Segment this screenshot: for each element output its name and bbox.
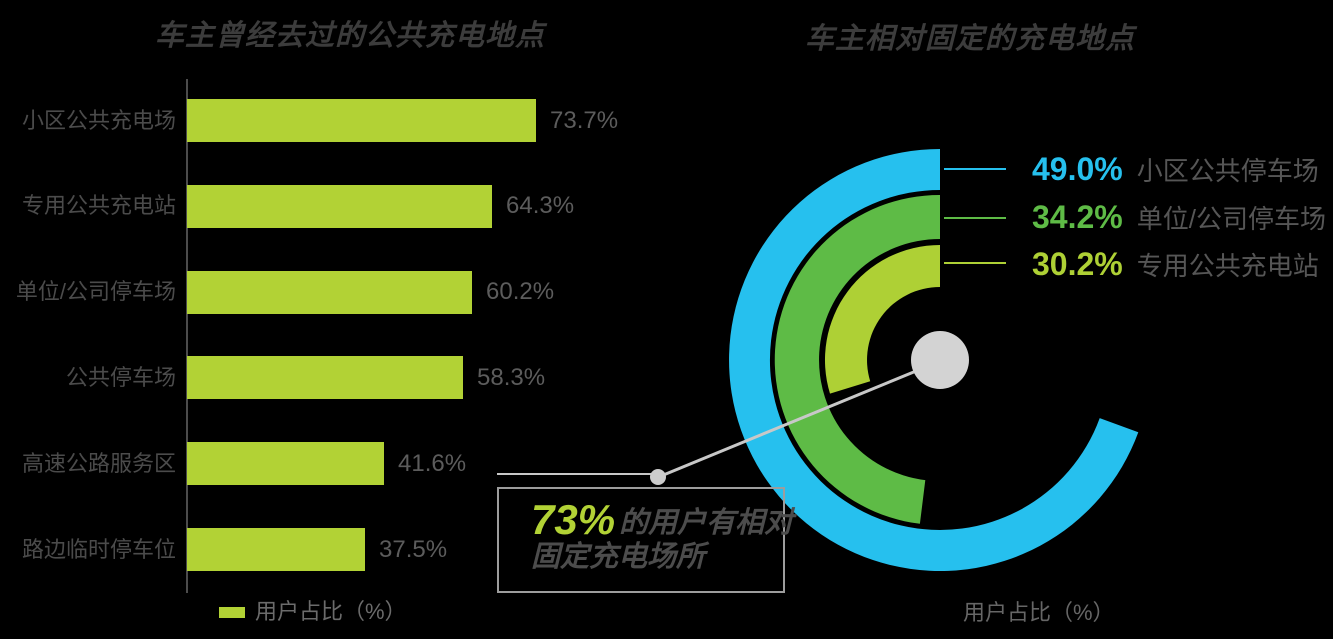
bar [187,356,463,399]
ring-label-row: 49.0% 小区公共停车场 [1032,151,1319,189]
bar-value-label: 37.5% [379,536,448,563]
bar-chart-legend: 用户占比（%） [219,597,407,627]
callout-anchor-dot [650,469,666,485]
bar-value-label: 41.6% [398,450,467,477]
ring-value-1: 49.0% [1032,151,1123,187]
bar [187,99,536,142]
radial-chart-title: 车主相对固定的充电地点 [805,23,1136,55]
donut-center-circle [911,331,969,389]
ring-value-3: 30.2% [1032,246,1123,282]
legend-swatch [219,606,245,618]
ring-arc-2 [774,194,940,524]
callout-diagonal-line [660,360,939,478]
legend-label: 用户占比（%） [255,599,407,624]
ring-category-2: 单位/公司停车场 [1136,204,1326,234]
callout-box: 73% 的用户有相对 固定充电场所 [497,487,793,593]
bar-category-label: 专用公共充电站 [21,193,176,218]
bar [187,528,365,571]
bar-category-label: 小区公共充电场 [21,108,176,133]
ring-label-row: 34.2% 单位/公司停车场 [1032,199,1326,237]
ring-category-3: 专用公共充电站 [1136,251,1319,281]
bar-category-label: 单位/公司停车场 [15,279,176,304]
bar-category-label: 高速公路服务区 [21,451,176,476]
callout-line2: 固定充电场所 [531,541,706,573]
bar [187,442,384,485]
y-axis-line [186,79,188,593]
bar-category-label: 公共停车场 [65,365,176,390]
radial-chart-footer: 用户占比（%） [963,600,1115,625]
bar-chart-title: 车主曾经去过的公共充电地点 [154,20,545,52]
bar-category-label: 路边临时停车位 [21,537,176,562]
bar-value-label: 73.7% [550,107,619,134]
bar [187,185,492,228]
ring-value-2: 34.2% [1032,199,1123,235]
callout-highlight: 73% [531,496,616,543]
bar-value-label: 60.2% [486,278,555,305]
callout-line1: 的用户有相对 [619,507,794,539]
callout-text: 73% 的用户有相对 固定充电场所 [499,489,793,574]
bar-value-label: 58.3% [477,364,546,391]
ring-arc-3 [824,245,940,394]
bar-value-label: 64.3% [506,192,575,219]
ring-label-row: 30.2% 专用公共充电站 [1032,246,1319,284]
ring-category-1: 小区公共停车场 [1136,156,1319,186]
bar [187,271,472,314]
